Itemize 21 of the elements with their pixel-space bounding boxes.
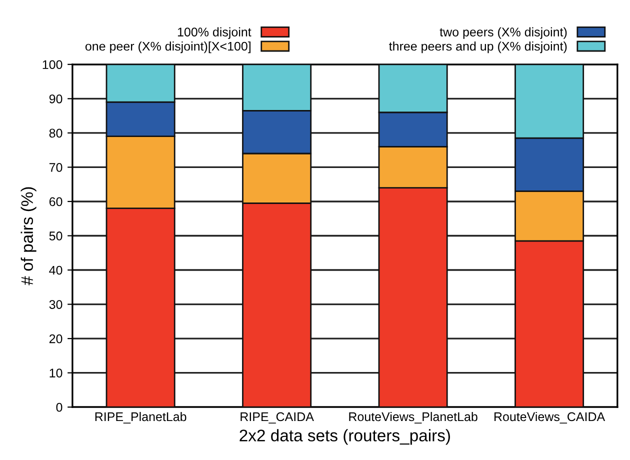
legend-label: 100% disjoint [178,27,252,39]
x-axis-title: 2x2 data sets (routers_pairs) [240,429,450,445]
y-tick-label: 10 [50,368,62,378]
x-tick-label: RouteViews_CAIDA [494,412,606,424]
x-tick-label: RIPE_PlanetLab [95,412,186,424]
y-tick-label: 90 [49,94,62,104]
y-tick-label: 80 [49,128,62,138]
x-tick-label: RouteViews_PlanetLab [349,412,478,424]
y-tick-label: 20 [49,334,62,344]
legend-label: one peer (X% disjoint)[X<100] [85,42,250,54]
y-tick-label: 70 [49,163,62,172]
y-tick-label: 0 [56,402,62,412]
y-tick-label: 60 [49,197,62,206]
y-axis-title: # of pairs (%) [20,187,36,286]
y-tick-label: 50 [49,232,62,240]
y-tick-label: 100 [42,60,62,70]
legend-label: three peers and up (X% disjoint) [389,42,567,54]
x-tick-label: RIPE_CAIDA [240,412,314,424]
y-tick-label: 40 [49,266,62,275]
y-tick-label: 30 [49,300,62,309]
legend-label: two peers (X% disjoint) [440,27,567,39]
